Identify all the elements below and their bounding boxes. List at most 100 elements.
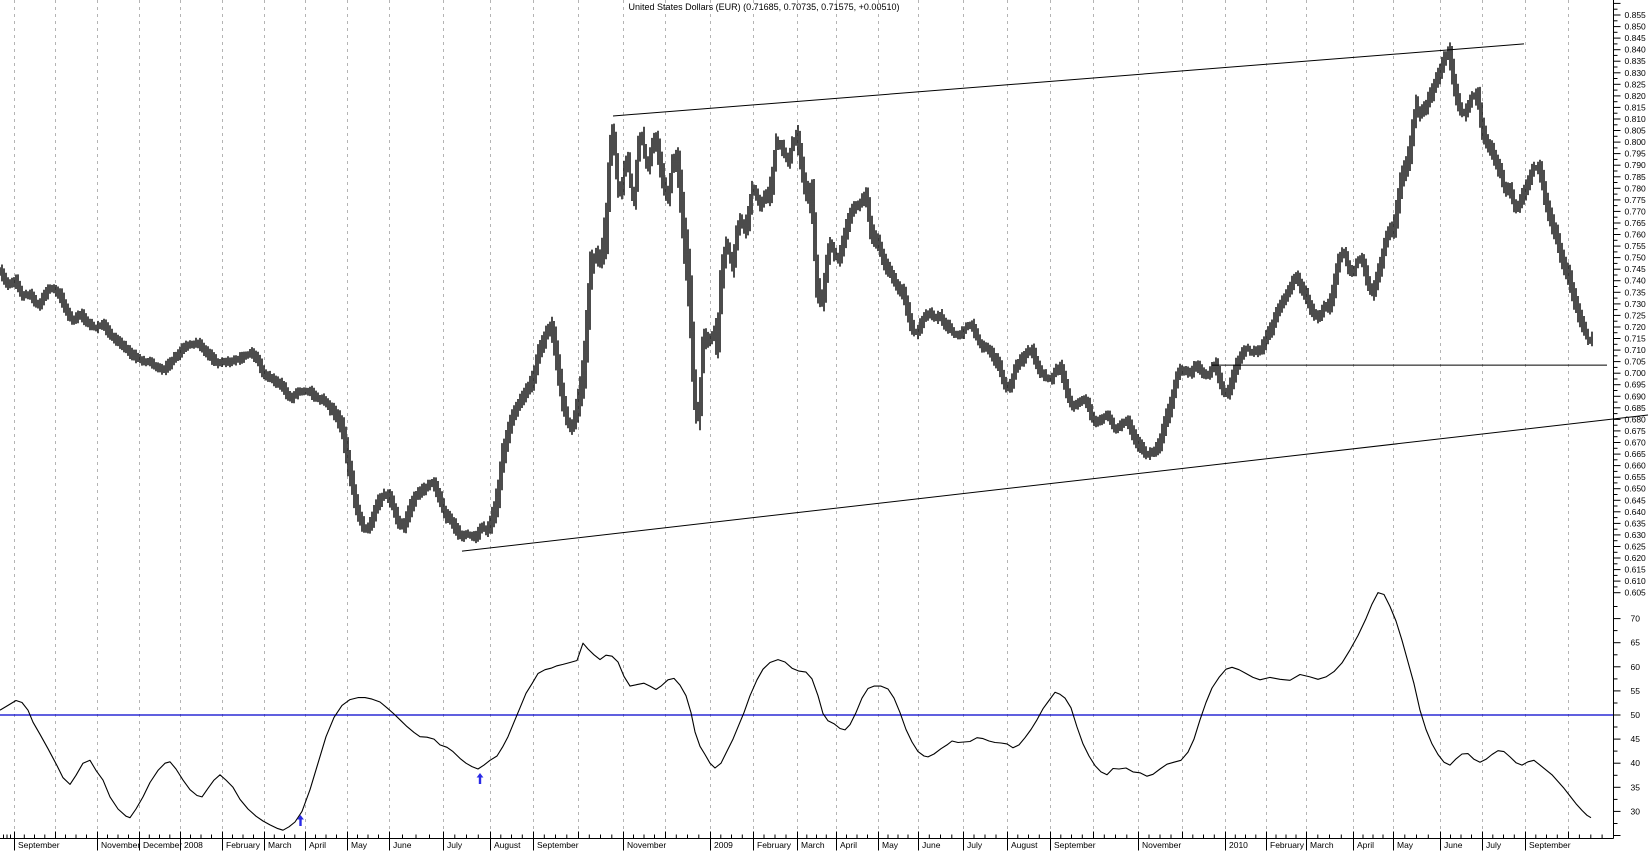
svg-text:0.685: 0.685 bbox=[1625, 403, 1647, 413]
svg-text:0.775: 0.775 bbox=[1625, 195, 1647, 205]
svg-text:35: 35 bbox=[1631, 782, 1641, 792]
svg-text:0.790: 0.790 bbox=[1625, 160, 1647, 170]
svg-text:2009: 2009 bbox=[714, 840, 733, 850]
svg-text:0.700: 0.700 bbox=[1625, 368, 1647, 378]
price-axis-ticks bbox=[1613, 2, 1621, 594]
svg-text:0.725: 0.725 bbox=[1625, 310, 1647, 320]
svg-text:0.770: 0.770 bbox=[1625, 206, 1647, 216]
svg-text:0.750: 0.750 bbox=[1625, 253, 1647, 263]
svg-text:0.615: 0.615 bbox=[1625, 565, 1647, 575]
time-axis-labels: September November December 2008 February Mar… bbox=[18, 840, 1571, 850]
svg-text:0.670: 0.670 bbox=[1625, 438, 1647, 448]
svg-text:0.735: 0.735 bbox=[1625, 287, 1647, 297]
axes bbox=[0, 0, 1614, 839]
svg-text:0.650: 0.650 bbox=[1625, 484, 1647, 494]
svg-text:0.795: 0.795 bbox=[1625, 149, 1647, 159]
svg-text:0.660: 0.660 bbox=[1625, 461, 1647, 471]
svg-text:0.835: 0.835 bbox=[1625, 56, 1647, 66]
svg-text:0.720: 0.720 bbox=[1625, 322, 1647, 332]
time-axis-ticks bbox=[3, 831, 1603, 839]
month-gridlines bbox=[14, 0, 1569, 839]
svg-text:February: February bbox=[757, 840, 792, 850]
svg-text:2010: 2010 bbox=[1229, 840, 1248, 850]
svg-text:0.690: 0.690 bbox=[1625, 391, 1647, 401]
svg-text:0.810: 0.810 bbox=[1625, 114, 1647, 124]
svg-text:0.855: 0.855 bbox=[1625, 10, 1647, 20]
svg-text:0.645: 0.645 bbox=[1625, 495, 1647, 505]
svg-text:0.830: 0.830 bbox=[1625, 68, 1647, 78]
svg-text:55: 55 bbox=[1631, 686, 1641, 696]
price-ohlc-bars bbox=[0, 42, 1593, 544]
up-arrow-icon bbox=[476, 773, 484, 784]
svg-text:September: September bbox=[537, 840, 579, 850]
lower-support-trendline bbox=[461, 414, 1649, 552]
svg-text:0.765: 0.765 bbox=[1625, 218, 1647, 228]
svg-text:May: May bbox=[882, 840, 899, 850]
svg-text:0.845: 0.845 bbox=[1625, 33, 1647, 43]
svg-text:July: July bbox=[967, 840, 983, 850]
oscillator-axis-labels: 30 35 40 45 50 55 60 65 70 bbox=[1631, 614, 1641, 817]
svg-text:September: September bbox=[18, 840, 60, 850]
svg-text:March: March bbox=[801, 840, 825, 850]
buy-signal-arrows bbox=[297, 773, 484, 826]
svg-text:0.675: 0.675 bbox=[1625, 426, 1647, 436]
svg-text:0.740: 0.740 bbox=[1625, 276, 1647, 286]
svg-text:May: May bbox=[351, 840, 368, 850]
svg-text:0.710: 0.710 bbox=[1625, 345, 1647, 355]
svg-text:February: February bbox=[1270, 840, 1305, 850]
svg-text:June: June bbox=[393, 840, 412, 850]
svg-text:60: 60 bbox=[1631, 662, 1641, 672]
svg-text:0.635: 0.635 bbox=[1625, 518, 1647, 528]
svg-text:0.850: 0.850 bbox=[1625, 22, 1647, 32]
svg-text:November: November bbox=[627, 840, 666, 850]
svg-text:50: 50 bbox=[1631, 710, 1641, 720]
svg-text:April: April bbox=[840, 840, 857, 850]
oscillator-axis-ticks bbox=[1613, 606, 1621, 836]
svg-text:0.825: 0.825 bbox=[1625, 79, 1647, 89]
svg-text:November: November bbox=[101, 840, 140, 850]
chart-title: United States Dollars (EUR) (0.71685, 0.… bbox=[628, 2, 900, 12]
svg-text:June: June bbox=[922, 840, 941, 850]
svg-text:0.780: 0.780 bbox=[1625, 183, 1647, 193]
svg-text:0.755: 0.755 bbox=[1625, 241, 1647, 251]
svg-text:0.680: 0.680 bbox=[1625, 414, 1647, 424]
svg-text:0.730: 0.730 bbox=[1625, 299, 1647, 309]
svg-text:April: April bbox=[309, 840, 326, 850]
svg-text:0.655: 0.655 bbox=[1625, 472, 1647, 482]
svg-text:July: July bbox=[447, 840, 463, 850]
svg-text:30: 30 bbox=[1631, 806, 1641, 816]
up-arrow-icon bbox=[297, 815, 304, 826]
svg-text:65: 65 bbox=[1631, 638, 1641, 648]
svg-text:0.605: 0.605 bbox=[1625, 588, 1647, 598]
svg-text:0.625: 0.625 bbox=[1625, 542, 1647, 552]
svg-text:0.760: 0.760 bbox=[1625, 230, 1647, 240]
svg-text:June: June bbox=[1444, 840, 1463, 850]
svg-text:0.815: 0.815 bbox=[1625, 102, 1647, 112]
svg-text:April: April bbox=[1357, 840, 1374, 850]
svg-text:July: July bbox=[1486, 840, 1502, 850]
svg-text:0.640: 0.640 bbox=[1625, 507, 1647, 517]
svg-text:August: August bbox=[494, 840, 521, 850]
svg-text:November: November bbox=[1142, 840, 1181, 850]
month-label-separators bbox=[14, 838, 1526, 851]
svg-text:40: 40 bbox=[1631, 758, 1641, 768]
svg-text:0.705: 0.705 bbox=[1625, 357, 1647, 367]
svg-text:0.785: 0.785 bbox=[1625, 172, 1647, 182]
svg-text:0.610: 0.610 bbox=[1625, 576, 1647, 586]
svg-text:May: May bbox=[1397, 840, 1414, 850]
svg-text:March: March bbox=[1310, 840, 1334, 850]
upper-resistance-trendline bbox=[612, 43, 1525, 117]
svg-text:September: September bbox=[1529, 840, 1571, 850]
svg-text:0.620: 0.620 bbox=[1625, 553, 1647, 563]
svg-text:2008: 2008 bbox=[184, 840, 203, 850]
svg-text:0.820: 0.820 bbox=[1625, 91, 1647, 101]
svg-text:0.630: 0.630 bbox=[1625, 530, 1647, 540]
svg-text:0.805: 0.805 bbox=[1625, 126, 1647, 136]
svg-text:March: March bbox=[268, 840, 292, 850]
oscillator-line bbox=[0, 592, 1592, 831]
svg-text:0.715: 0.715 bbox=[1625, 334, 1647, 344]
svg-text:0.800: 0.800 bbox=[1625, 137, 1647, 147]
